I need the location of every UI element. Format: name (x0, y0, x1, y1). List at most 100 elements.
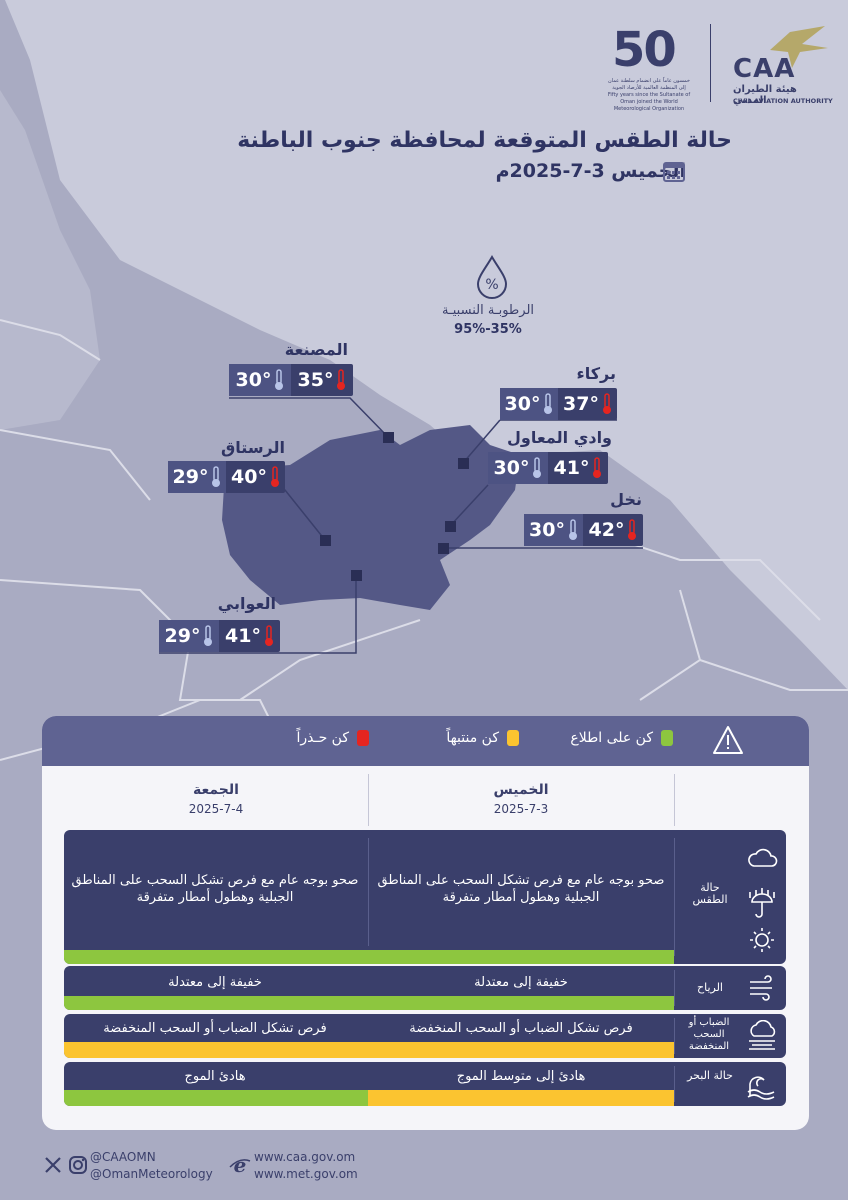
thermometer-high-icon (264, 625, 273, 646)
level-bar-wind-thursday (368, 996, 674, 1010)
row-sea-state: هادئ إلى متوسط الموج هادئ الموج حالة الب… (64, 1062, 786, 1106)
col-divider (674, 774, 675, 826)
row-wind: خفيفة إلى معتدلة خفيفة إلى معتدلة الرياح (64, 966, 786, 1010)
website-caa[interactable]: www.caa.gov.om (254, 1150, 356, 1164)
col-divider (368, 774, 369, 826)
row-label-wind: الرياح (697, 981, 723, 994)
level-bar-wind-friday (64, 996, 368, 1010)
humidity-value: 95%-35% (454, 322, 522, 337)
max-temp-nakhal: 42° (583, 514, 643, 546)
legend-red: كن حـذراً (296, 730, 369, 746)
humidity-label: الرطوبـة النسبيـة (441, 303, 535, 318)
caa-name-english: CIVIL AVIATION AUTHORITY (733, 97, 833, 105)
anniversary-text: خمسون عاماً على انضمام سلطنة عمان إلى ال… (607, 78, 691, 112)
wind-thursday: خفيفة إلى معتدلة (474, 975, 568, 990)
min-temp-nakhal: 30° (524, 514, 583, 546)
weather-icons (748, 848, 778, 952)
level-bar-fog-friday (64, 1042, 368, 1058)
sea-friday: هادئ الموج (184, 1069, 246, 1084)
marker-awabi (351, 570, 362, 581)
marker-almusanaah (383, 432, 394, 443)
level-bar-weather-friday (64, 950, 368, 964)
temp-box-barka: 30° 37° (500, 388, 617, 420)
max-temp-rustaq: 40° (226, 461, 285, 493)
temp-box-wadi-almaawil: 30° 41° (488, 452, 608, 484)
thermometer-high-icon (593, 457, 602, 478)
humidity-drop-icon: % (476, 255, 508, 299)
col-head-thursday: الخميس 2025-7-3 (493, 782, 549, 816)
level-bar-weather-thursday (368, 950, 674, 964)
temp-box-almusanaah: 30° 35° (229, 364, 353, 396)
level-bar-fog-thursday (368, 1042, 674, 1058)
wind-friday: خفيفة إلى معتدلة (168, 975, 262, 990)
legend-green-swatch (661, 730, 673, 746)
min-temp-almusanaah: 30° (229, 364, 291, 396)
legend-red-swatch (357, 730, 369, 746)
thermometer-low-icon (212, 466, 221, 487)
social-handle-caa[interactable]: @CAAOMN (90, 1150, 156, 1164)
max-temp-wadi-almaawil: 41° (548, 452, 608, 484)
forecast-date: الخميس 3-7-2025م (495, 160, 686, 182)
col-head-friday: الجمعة 2025-7-4 (188, 782, 244, 816)
legend-yellow-swatch (507, 730, 519, 746)
city-name-nakhal: نخل (610, 490, 642, 509)
caa-logo-text: CAA (733, 54, 796, 84)
web-browser-icon: e (229, 1153, 251, 1177)
marker-rustaq (320, 535, 331, 546)
row-fog: فرص تشكل الضباب أو السحب المنخفضة فرص تش… (64, 1014, 786, 1058)
thermometer-high-icon (270, 466, 279, 487)
thermometer-high-icon (628, 519, 637, 540)
page-title: حالة الطقس المتوقعة لمحافظة جنوب الباطنة (237, 128, 732, 153)
min-temp-awabi: 29° (159, 620, 219, 652)
max-temp-almusanaah: 35° (291, 364, 353, 396)
city-name-awabi: العوابي (217, 594, 276, 613)
marker-barka (458, 458, 469, 469)
city-name-wadi-almaawil: وادي المعاول (507, 428, 612, 447)
legend-yellow: كن منتبهاً (446, 730, 519, 746)
min-temp-barka: 30° (500, 388, 558, 420)
max-temp-awabi: 41° (219, 620, 280, 652)
caa-plane-logo-icon (770, 26, 828, 68)
instagram-icon[interactable] (68, 1155, 88, 1175)
max-temp-barka: 37° (558, 388, 617, 420)
temp-box-rustaq: 29° 40° (168, 461, 285, 493)
row-label-weather: حالة الطقس (692, 881, 728, 906)
x-social-icon[interactable] (44, 1156, 62, 1174)
city-name-barka: بركاء (576, 364, 616, 383)
thermometer-low-icon (204, 625, 213, 646)
fog-friday: فرص تشكل الضباب أو السحب المنخفضة (103, 1021, 327, 1036)
wind-icon (750, 975, 772, 1001)
thermometer-low-icon (533, 457, 542, 478)
min-temp-wadi-almaawil: 30° (488, 452, 548, 484)
level-bar-sea-friday (64, 1090, 368, 1106)
city-name-almusanaah: المصنعة (284, 340, 348, 359)
thermometer-high-icon (337, 369, 346, 390)
website-met[interactable]: www.met.gov.om (254, 1167, 358, 1181)
row-label-fog: الضباب أو السحب المنخفضة (688, 1017, 730, 1052)
min-temp-rustaq: 29° (168, 461, 226, 493)
thermometer-low-icon (275, 369, 284, 390)
sea-thursday: هادئ إلى متوسط الموج (456, 1069, 586, 1084)
fog-thursday: فرص تشكل الضباب أو السحب المنخفضة (409, 1021, 633, 1036)
forecast-panel: كن على اطلاع كن منتبهاً كن حـذراً الخميس… (42, 716, 809, 1130)
marker-wadi-almaawil (445, 521, 456, 532)
temp-box-awabi: 29° 41° (159, 620, 280, 652)
anniversary-50-logo: 50 (612, 22, 677, 78)
marker-nakhal (438, 543, 449, 554)
thermometer-low-icon (544, 393, 553, 414)
weather-thursday: صحو بوجه عام مع فرص تشكل السحب على المنا… (377, 873, 665, 905)
warning-triangle-icon (713, 726, 743, 754)
thermometer-low-icon (568, 519, 577, 540)
caa-name-arabic: هيئة الطيران المدني (733, 84, 797, 106)
social-handle-met[interactable]: @OmanMeteorology (90, 1167, 213, 1181)
thermometer-high-icon (602, 393, 611, 414)
row-weather-state: صحو بوجه عام مع فرص تشكل السحب على المنا… (64, 830, 786, 964)
temp-box-nakhal: 30° 42° (524, 514, 643, 546)
city-name-rustaq: الرستاق (220, 438, 285, 457)
svg-text:e: e (234, 1153, 247, 1177)
row-label-sea: حالة البحر (687, 1069, 733, 1082)
fog-icon (749, 1020, 776, 1050)
svg-text:%: % (485, 277, 498, 293)
weather-friday: صحو بوجه عام مع فرص تشكل السحب على المنا… (71, 873, 359, 905)
